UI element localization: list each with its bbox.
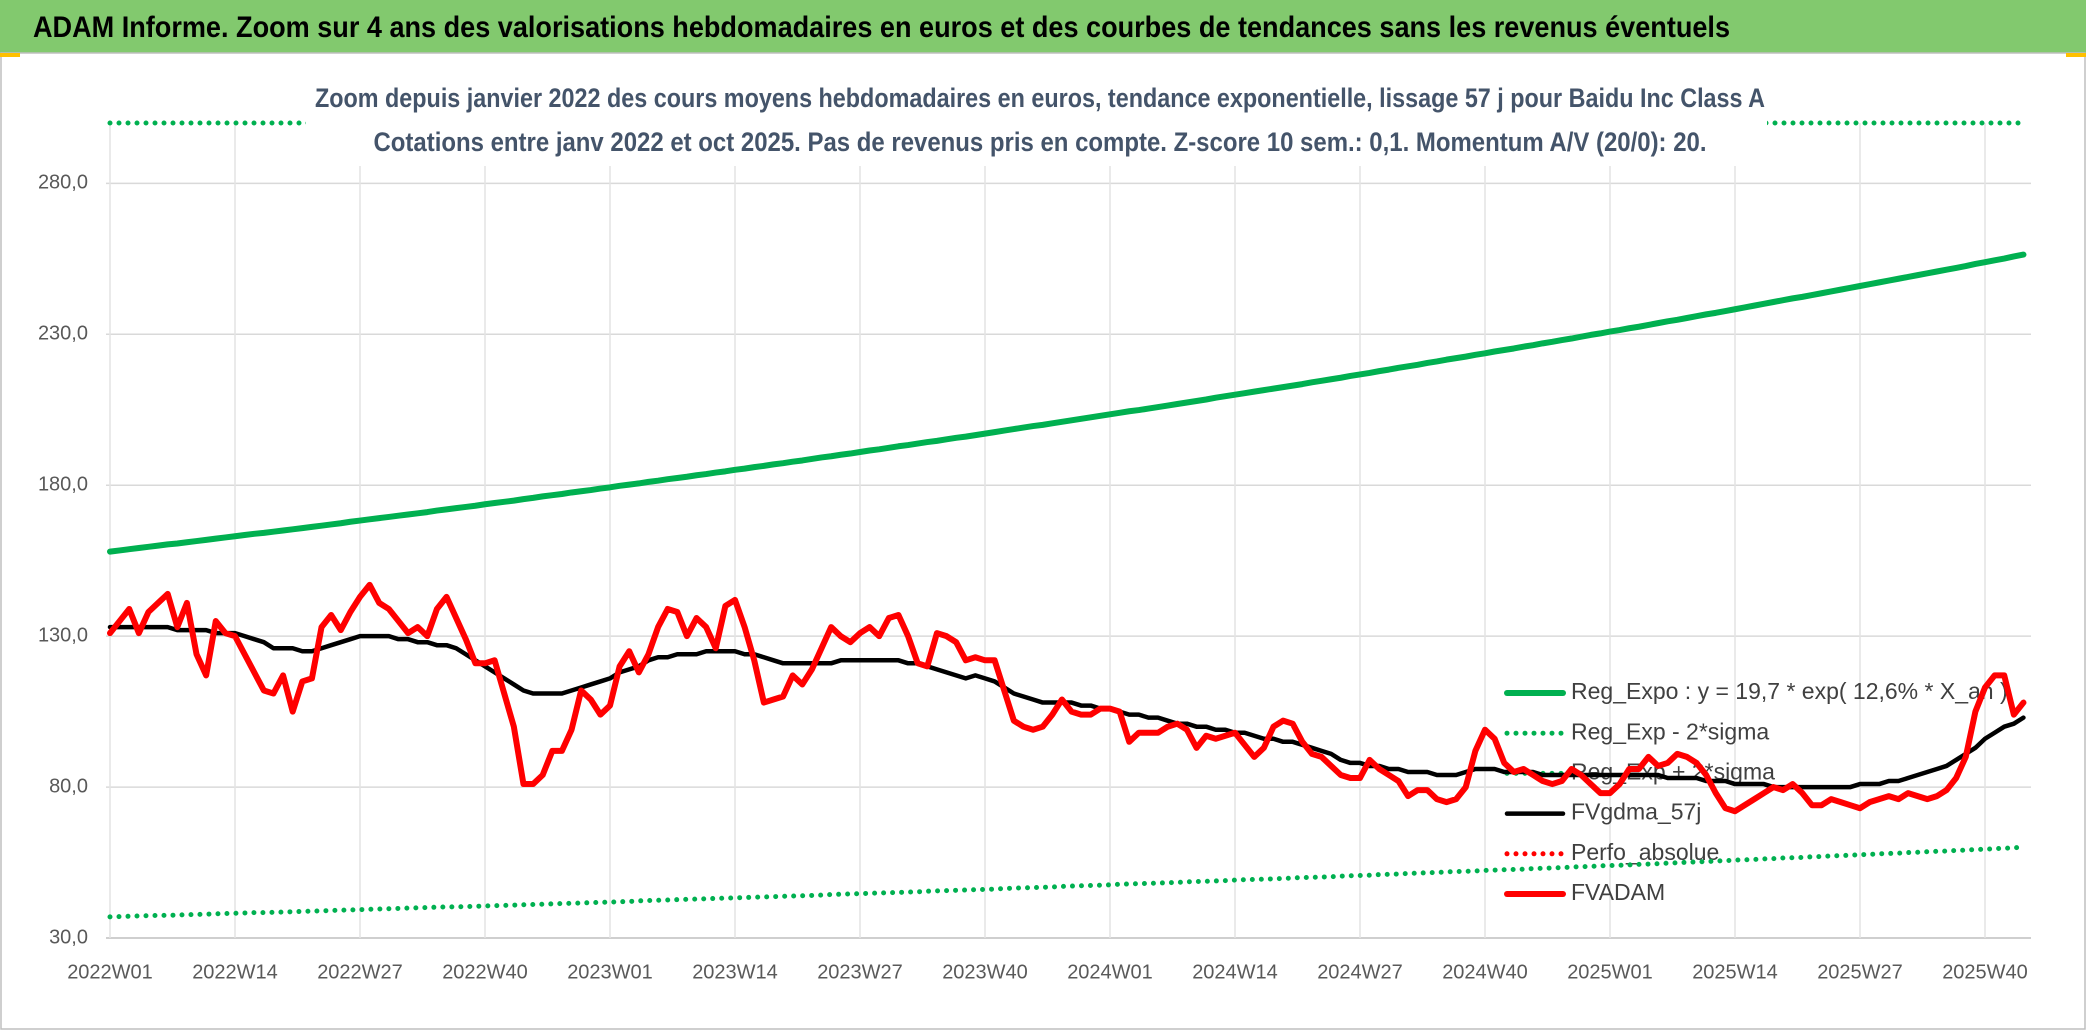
chart-subtitle: Cotations entre janv 2022 et oct 2025. P… — [374, 127, 1707, 157]
x-tick-label: 2024W01 — [1067, 961, 1153, 983]
legend-label: Perfo_absolue — [1571, 839, 1719, 865]
x-tick-label: 2022W01 — [67, 961, 153, 983]
x-tick-label: 2023W27 — [817, 961, 903, 983]
chart-frame — [0, 52, 2086, 1030]
legend-label: FVgdma_57j — [1571, 799, 1701, 825]
y-tick-label: 30,0 — [49, 926, 88, 948]
x-tick-label: 2023W14 — [692, 961, 778, 983]
series-line — [107, 251, 2027, 555]
x-tick-label: 2025W14 — [1692, 961, 1778, 983]
x-tick-label: 2025W40 — [1942, 961, 2028, 983]
x-tick-label: 2023W01 — [567, 961, 653, 983]
x-tick-label: 2022W27 — [317, 961, 403, 983]
corner-accent — [2066, 53, 2086, 57]
x-tick-label: 2025W01 — [1567, 961, 1653, 983]
x-tick-label: 2022W14 — [192, 961, 278, 983]
banner-title: ADAM Informe. Zoom sur 4 ans des valoris… — [33, 11, 1730, 44]
y-tick-label: 130,0 — [38, 624, 88, 646]
y-tick-label: 80,0 — [49, 775, 88, 797]
y-tick-label: 230,0 — [38, 323, 88, 345]
legend-label: Reg_Expo : y = 19,7 * exp( 12,6% * X_an … — [1571, 678, 2008, 704]
y-tick-label: 180,0 — [38, 474, 88, 496]
y-tick-label: 280,0 — [38, 172, 88, 194]
grid: 30,0 80,0 130,0 180,0 230,0 280,0 2022W01 2022W… — [38, 123, 2031, 983]
x-tick-label: 2023W40 — [942, 961, 1028, 983]
x-tick-label: 2024W40 — [1442, 961, 1528, 983]
x-tick-label: 2024W14 — [1192, 961, 1278, 983]
legend-label: FVADAM — [1571, 879, 1665, 905]
legend-label: Reg_Exp + 2*sigma — [1571, 758, 1775, 784]
x-tick-label: 2022W40 — [442, 961, 528, 983]
banner — [0, 0, 2086, 53]
subtitle-box — [306, 70, 1767, 166]
x-tick-label: 2025W27 — [1817, 961, 1903, 983]
legend-label: Reg_Exp - 2*sigma — [1571, 718, 1769, 744]
x-tick-label: 2024W27 — [1317, 961, 1403, 983]
series-line — [107, 581, 2027, 815]
chart-subtitle: Zoom depuis janvier 2022 des cours moyen… — [315, 83, 1765, 113]
corner-accent — [0, 53, 20, 57]
